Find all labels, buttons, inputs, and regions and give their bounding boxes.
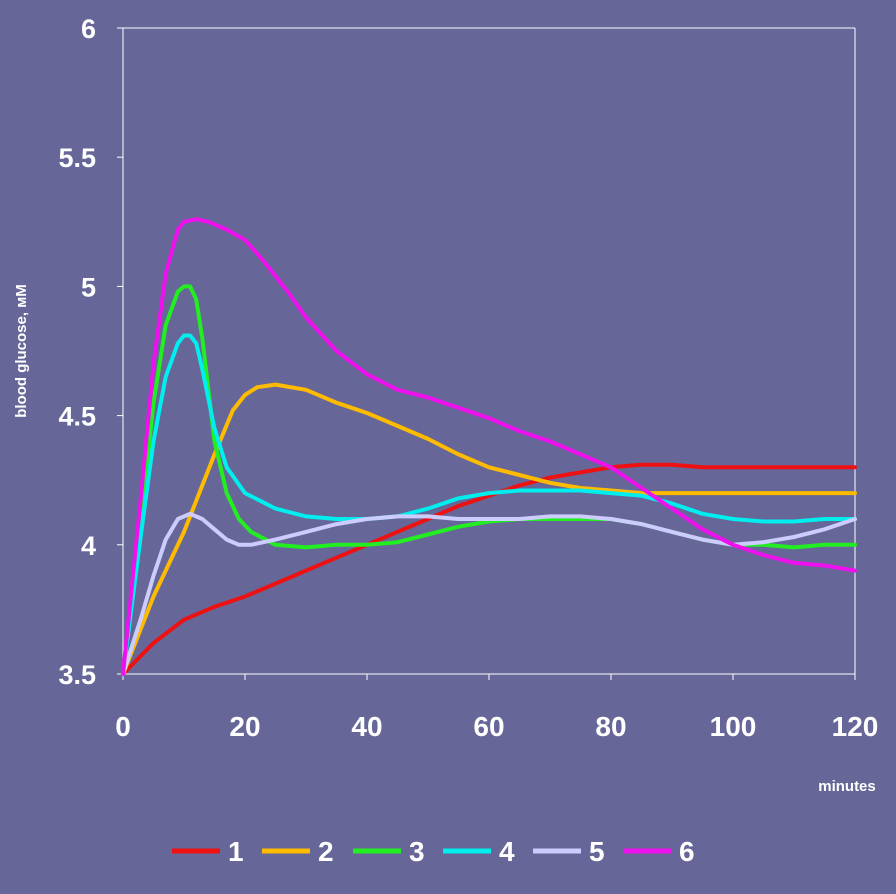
y-tick-label: 4	[81, 531, 96, 561]
x-tick-label: 120	[832, 711, 879, 742]
legend-label-2: 2	[318, 836, 334, 867]
series-line-1	[121, 462, 857, 676]
series-lines	[121, 217, 857, 676]
x-tick-label: 20	[229, 711, 260, 742]
tick-marks: 3.544.555.560 20 40 60 80 100 120	[58, 14, 878, 742]
y-tick-label: 5	[81, 272, 96, 302]
y-tick-label: 6	[81, 14, 96, 44]
series-line-2	[121, 382, 857, 676]
legend-label-6: 6	[679, 836, 695, 867]
series-line-3	[121, 284, 857, 676]
y-tick-label: 4.5	[58, 402, 96, 432]
series-line-5	[121, 511, 857, 676]
legend: 1 2 3 4 5 6	[172, 836, 695, 867]
axes	[122, 27, 856, 675]
legend-label-1: 1	[228, 836, 244, 867]
y-tick-label: 5.5	[58, 143, 96, 173]
x-tick-label: 40	[351, 711, 382, 742]
x-tick-label: 60	[473, 711, 504, 742]
series-line-6	[121, 217, 857, 676]
x-tick-label: 100	[710, 711, 757, 742]
legend-label-5: 5	[589, 836, 605, 867]
legend-label-4: 4	[499, 836, 515, 867]
x-tick-label: 80	[595, 711, 626, 742]
x-axis-label: minutes	[818, 778, 876, 795]
y-tick-label: 3.5	[58, 660, 96, 690]
legend-label-3: 3	[409, 836, 425, 867]
x-tick-label: 0	[115, 711, 131, 742]
y-axis-label: blood glucose, мМ	[13, 284, 30, 418]
